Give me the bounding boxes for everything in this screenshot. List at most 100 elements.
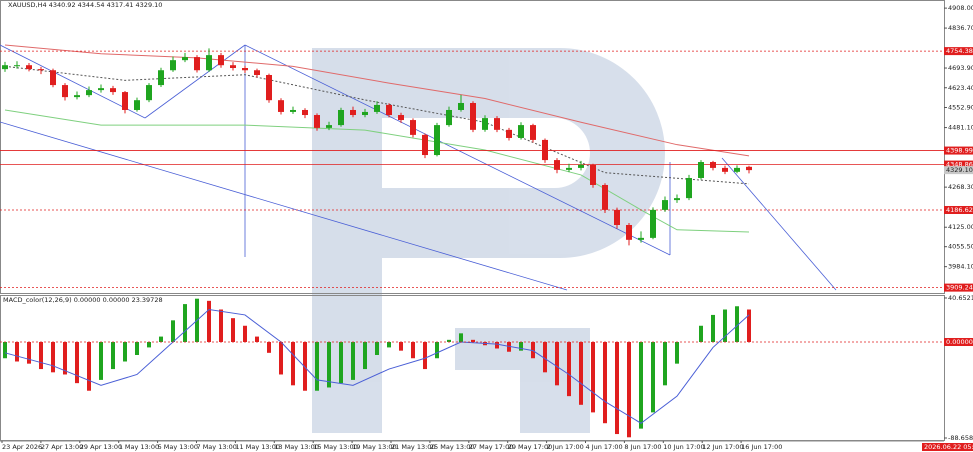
current-price-label: 4329.10	[946, 166, 973, 174]
macd-bar	[423, 341, 427, 370]
macd-bar	[507, 341, 511, 352]
macd-bar	[291, 341, 295, 386]
y-tick-label: 4481.10	[948, 124, 973, 132]
candle-body	[710, 162, 716, 168]
macd-title: MACD_color(12,26,9) 0.00000 0.00000 23.3…	[3, 296, 163, 304]
macd-bar	[63, 341, 67, 375]
macd-bar	[723, 309, 727, 342]
candle-body	[14, 65, 20, 67]
x-tick-label: 29 May 17:00	[508, 443, 553, 451]
macd-bar	[339, 341, 343, 384]
macd-bar	[675, 341, 679, 364]
macd-bar	[663, 341, 667, 386]
candle-body	[626, 224, 632, 240]
macd-bar	[303, 341, 307, 391]
level-label: 4348.86	[946, 161, 973, 169]
y-tick-label: 4055.50	[948, 243, 973, 251]
candle-body	[650, 209, 656, 238]
zero-tag	[944, 337, 973, 346]
candle-body	[590, 164, 596, 185]
moving-average	[4, 65, 750, 185]
x-tick-label: 11 May 13:00	[235, 443, 280, 451]
candle-body	[506, 129, 512, 138]
macd-bar	[15, 341, 19, 362]
trend-lines	[0, 44, 837, 291]
macd-bar	[123, 341, 127, 362]
macd-bar	[159, 336, 163, 342]
candle-body	[422, 134, 428, 156]
macd-bar	[39, 341, 43, 370]
x-tick-label: 1 May 13:00	[119, 443, 159, 451]
macd-bar	[399, 341, 403, 351]
macd-bar	[471, 339, 475, 342]
x-tick-label: 8 Jun 17:00	[624, 443, 661, 451]
candle-body	[602, 184, 608, 210]
macd-bar	[747, 309, 751, 342]
macd-bar	[171, 320, 175, 342]
macd-bar	[711, 314, 715, 342]
y-tick-label: 4623.40	[948, 84, 973, 92]
candle-body	[338, 109, 344, 126]
moving-average	[4, 44, 750, 157]
candle-body	[674, 198, 680, 201]
macd-bar	[579, 341, 583, 405]
price-title: XAUUSD,H4 4340.92 4344.54 4317.41 4329.1…	[8, 1, 162, 9]
level-label: 3909.24	[946, 284, 973, 292]
candle-body	[530, 125, 536, 140]
candle-body	[638, 237, 644, 240]
x-tick-label: 16 Jun 17:00	[741, 443, 782, 451]
macd-bar	[315, 341, 319, 391]
current-price-tag	[944, 166, 973, 175]
candle-body	[434, 125, 440, 156]
x-tick-label: 21 May 13:00	[391, 443, 436, 451]
candle-body	[314, 115, 320, 128]
macd-bar	[243, 325, 247, 342]
macd-bar	[411, 341, 415, 359]
signal-line	[4, 308, 750, 424]
candle-body	[242, 68, 248, 71]
macd-bar	[147, 341, 151, 348]
x-tick-label: 29 Apr 13:00	[80, 443, 122, 451]
macd-bar	[75, 341, 79, 384]
y-tick-label: 4836.70	[948, 24, 973, 32]
candle-body	[218, 55, 224, 66]
level-tag	[944, 160, 973, 169]
macd-bar	[615, 341, 619, 435]
candle-body	[686, 177, 692, 199]
level-label: 4398.99	[946, 147, 973, 155]
macd-bar	[699, 325, 703, 342]
candle-body	[614, 209, 620, 225]
macd-bar	[459, 333, 463, 342]
x-tick-label: 13 May 13:00	[274, 443, 319, 451]
macd-bar	[351, 341, 355, 380]
macd-bar	[639, 341, 643, 429]
candle-body	[170, 60, 176, 71]
candle-body	[278, 100, 284, 112]
macd-bar	[603, 341, 607, 424]
macd-bar	[447, 339, 451, 342]
macd-bar	[519, 341, 523, 351]
macd-bar	[3, 341, 7, 359]
macd-bar	[87, 341, 91, 391]
candle-body	[38, 69, 44, 71]
candle-body	[350, 109, 356, 116]
candle-body	[194, 57, 200, 71]
y-tick-label: 4552.90	[948, 103, 973, 111]
candle-body	[446, 109, 452, 126]
candle-body	[662, 200, 668, 210]
macd-bar	[363, 341, 367, 370]
candle-body	[470, 102, 476, 130]
candle-body	[362, 111, 368, 116]
x-tick-label: 25 May 13:00	[430, 443, 475, 451]
x-tick-label: 23 Apr 2026	[2, 443, 42, 451]
candle-body	[734, 167, 740, 172]
macd-bar	[99, 341, 103, 380]
y-tick-label: 4268.30	[948, 183, 973, 191]
macd-bar	[627, 341, 631, 438]
macd-bar	[327, 341, 331, 388]
candle-body	[494, 118, 500, 130]
candle-body	[230, 65, 236, 69]
x-tick-label: 2 Jun 17:00	[547, 443, 584, 451]
macd-bar	[543, 341, 547, 373]
